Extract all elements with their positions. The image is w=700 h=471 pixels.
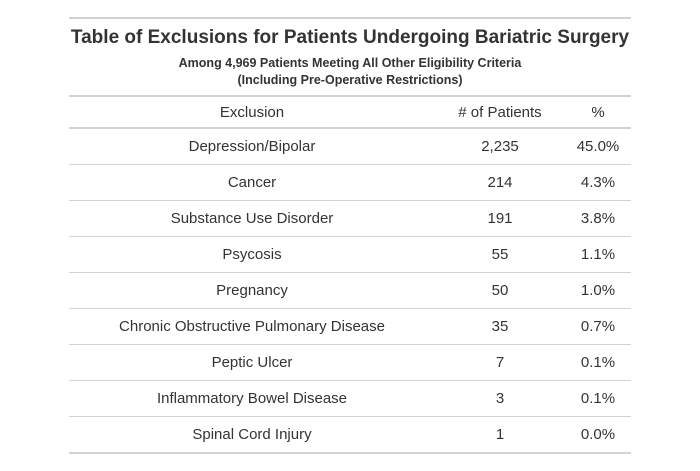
- exclusions-table-container: Table of Exclusions for Patients Undergo…: [69, 17, 631, 454]
- exclusion-cell: Peptic Ulcer: [69, 344, 435, 381]
- exclusion-cell: Psycosis: [69, 236, 435, 273]
- patients-cell: 35: [435, 308, 565, 345]
- percent-cell: 0.1%: [565, 344, 631, 381]
- percent-cell: 0.1%: [565, 380, 631, 417]
- subtitle-line-1: Among 4,969 Patients Meeting All Other E…: [178, 56, 522, 70]
- table-row: Peptic Ulcer 7 0.1%: [69, 344, 631, 381]
- column-header-percent: %: [565, 97, 631, 129]
- table-row: Spinal Cord Injury 1 0.0%: [69, 416, 631, 454]
- table-row: Chronic Obstructive Pulmonary Disease 35…: [69, 308, 631, 345]
- header-row: Exclusion # of Patients %: [69, 97, 631, 129]
- patients-cell: 1: [435, 416, 565, 454]
- exclusion-cell: Substance Use Disorder: [69, 200, 435, 237]
- patients-cell: 7: [435, 344, 565, 381]
- patients-cell: 50: [435, 272, 565, 309]
- percent-cell: 1.1%: [565, 236, 631, 273]
- top-rule: [69, 17, 631, 19]
- column-header-patients: # of Patients: [435, 97, 565, 129]
- exclusion-cell: Cancer: [69, 164, 435, 201]
- header-rule: [69, 95, 631, 97]
- percent-cell: 1.0%: [565, 272, 631, 309]
- percent-cell: 45.0%: [565, 128, 631, 165]
- table-row: Inflammatory Bowel Disease 3 0.1%: [69, 380, 631, 417]
- table-row: Substance Use Disorder 191 3.8%: [69, 200, 631, 237]
- table-row: Cancer 214 4.3%: [69, 164, 631, 201]
- patients-cell: 3: [435, 380, 565, 417]
- table-subtitle: Among 4,969 Patients Meeting All Other E…: [69, 55, 631, 89]
- patients-cell: 214: [435, 164, 565, 201]
- exclusions-table: Exclusion # of Patients % Depression/Bip…: [69, 97, 631, 454]
- exclusion-cell: Depression/Bipolar: [69, 128, 435, 165]
- percent-cell: 0.0%: [565, 416, 631, 454]
- percent-cell: 0.7%: [565, 308, 631, 345]
- table-row: Depression/Bipolar 2,235 45.0%: [69, 128, 631, 165]
- percent-cell: 3.8%: [565, 200, 631, 237]
- patients-cell: 55: [435, 236, 565, 273]
- exclusion-cell: Inflammatory Bowel Disease: [69, 380, 435, 417]
- exclusion-cell: Pregnancy: [69, 272, 435, 309]
- table-row: Psycosis 55 1.1%: [69, 236, 631, 273]
- patients-cell: 2,235: [435, 128, 565, 165]
- column-header-exclusion: Exclusion: [69, 97, 435, 129]
- percent-cell: 4.3%: [565, 164, 631, 201]
- table-title: Table of Exclusions for Patients Undergo…: [70, 27, 630, 48]
- patients-cell: 191: [435, 200, 565, 237]
- table-row: Pregnancy 50 1.0%: [69, 272, 631, 309]
- exclusion-cell: Chronic Obstructive Pulmonary Disease: [69, 308, 435, 345]
- exclusion-cell: Spinal Cord Injury: [69, 416, 435, 454]
- subtitle-line-2: (Including Pre-Operative Restrictions): [237, 73, 463, 87]
